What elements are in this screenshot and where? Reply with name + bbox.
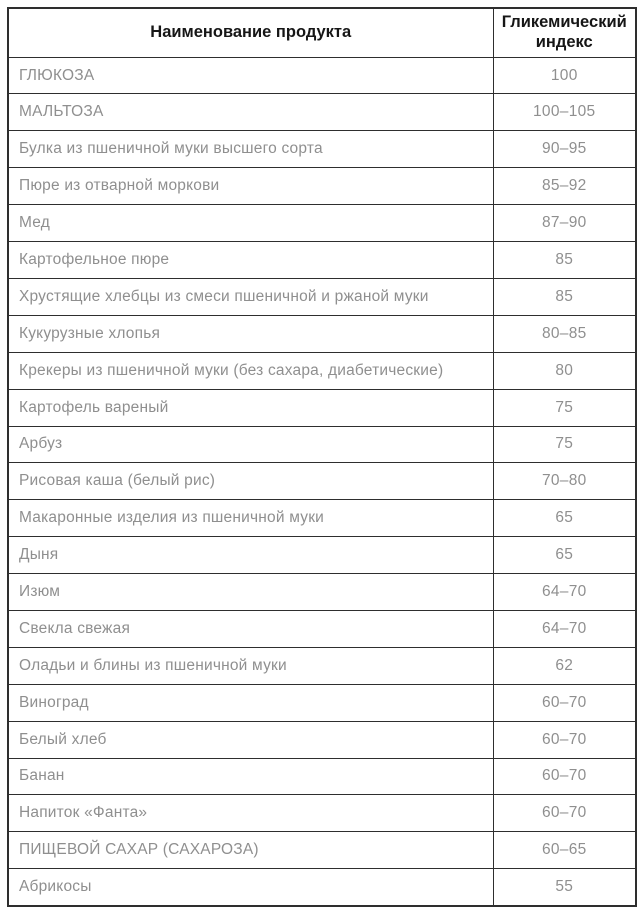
table-row: Пюре из отварной моркови 85–92	[7, 167, 637, 206]
product-name-cell: Свекла свежая	[7, 609, 494, 648]
product-name-cell: Абрикосы	[7, 868, 494, 907]
glycemic-index-cell: 80	[492, 351, 637, 390]
product-name-cell: Виноград	[7, 683, 494, 722]
glycemic-index-cell: 55	[492, 868, 637, 907]
table-row: Банан 60–70	[7, 757, 637, 796]
glycemic-index-cell: 65	[492, 536, 637, 575]
glycemic-index-cell: 60–65	[492, 831, 637, 870]
product-name-cell: Мед	[7, 204, 494, 243]
product-name-cell: Рисовая каша (белый рис)	[7, 462, 494, 501]
table-row: Изюм 64–70	[7, 573, 637, 611]
glycemic-index-cell: 62	[492, 646, 637, 685]
table-row: ГЛЮКОЗА 100	[7, 56, 637, 95]
product-name-cell: Картофель вареный	[7, 388, 494, 427]
product-name-cell: Арбуз	[7, 425, 494, 464]
product-name-cell: Оладьи и блины из пшеничной муки	[7, 646, 494, 685]
glycemic-index-cell: 60–70	[492, 794, 637, 833]
table-row: ПИЩЕВОЙ САХАР (САХАРОЗА) 60–65	[7, 831, 637, 870]
glycemic-index-cell: 87–90	[492, 204, 637, 243]
product-name-cell: Булка из пшеничной муки высшего сорта	[7, 130, 494, 169]
table-row: Арбуз 75	[7, 425, 637, 464]
glycemic-index-cell: 60–70	[492, 683, 637, 722]
glycemic-index-cell: 100	[492, 56, 637, 95]
glycemic-index-cell: 80–85	[492, 314, 637, 353]
table-row: Хрустящие хлебцы из смеси пшеничной и рж…	[7, 277, 637, 316]
glycemic-index-cell: 85	[492, 241, 637, 279]
product-name-cell: Хрустящие хлебцы из смеси пшеничной и рж…	[7, 277, 494, 316]
product-name-cell: Изюм	[7, 573, 494, 611]
glycemic-index-cell: 64–70	[492, 573, 637, 611]
table-row: Виноград 60–70	[7, 683, 637, 722]
product-name-cell: Напиток «Фанта»	[7, 794, 494, 833]
table-row: Кукурузные хлопья 80–85	[7, 314, 637, 353]
table-row: Картофельное пюре 85	[7, 241, 637, 279]
table-header: Наименование продукта Гликемический инде…	[7, 7, 637, 58]
glycemic-index-cell: 60–70	[492, 720, 637, 759]
column-header-product: Наименование продукта	[7, 7, 494, 58]
glycemic-index-cell: 75	[492, 388, 637, 427]
table-row: Макаронные изделия из пшеничной муки 65	[7, 499, 637, 538]
table-row: Дыня 65	[7, 536, 637, 575]
glycemic-index-table: Наименование продукта Гликемический инде…	[7, 7, 637, 907]
glycemic-index-cell: 100–105	[492, 93, 637, 132]
glycemic-index-cell: 90–95	[492, 130, 637, 169]
table-body: ГЛЮКОЗА 100 МАЛЬТОЗА 100–105 Булка из пшенич…	[7, 56, 637, 907]
glycemic-index-cell: 75	[492, 425, 637, 464]
table-row: Булка из пшеничной муки высшего сорта 90–…	[7, 130, 637, 169]
table-row: Оладьи и блины из пшеничной муки 62	[7, 646, 637, 685]
header-row: Наименование продукта Гликемический инде…	[7, 7, 637, 58]
glycemic-index-cell: 70–80	[492, 462, 637, 501]
product-name-cell: ГЛЮКОЗА	[7, 56, 494, 95]
table-row: Рисовая каша (белый рис) 70–80	[7, 462, 637, 501]
product-name-cell: Белый хлеб	[7, 720, 494, 759]
table-row: Мед 87–90	[7, 204, 637, 243]
glycemic-index-cell: 60–70	[492, 757, 637, 796]
table-row: Крекеры из пшеничной муки (без сахара, д…	[7, 351, 637, 390]
table-row: Картофель вареный 75	[7, 388, 637, 427]
product-name-cell: Картофельное пюре	[7, 241, 494, 279]
product-name-cell: Кукурузные хлопья	[7, 314, 494, 353]
product-name-cell: Крекеры из пшеничной муки (без сахара, д…	[7, 351, 494, 390]
column-header-glycemic-index: Гликемический индекс	[492, 7, 637, 58]
table-row: МАЛЬТОЗА 100–105	[7, 93, 637, 132]
glycemic-index-cell: 85–92	[492, 167, 637, 206]
product-name-cell: Дыня	[7, 536, 494, 575]
product-name-cell: МАЛЬТОЗА	[7, 93, 494, 132]
glycemic-index-cell: 65	[492, 499, 637, 538]
glycemic-index-cell: 64–70	[492, 609, 637, 648]
product-name-cell: Макаронные изделия из пшеничной муки	[7, 499, 494, 538]
glycemic-index-cell: 85	[492, 277, 637, 316]
product-name-cell: ПИЩЕВОЙ САХАР (САХАРОЗА)	[7, 831, 494, 870]
table-row: Свекла свежая 64–70	[7, 609, 637, 648]
product-name-cell: Банан	[7, 757, 494, 796]
table-row: Напиток «Фанта» 60–70	[7, 794, 637, 833]
product-name-cell: Пюре из отварной моркови	[7, 167, 494, 206]
table-row: Белый хлеб 60–70	[7, 720, 637, 759]
table-row: Абрикосы 55	[7, 868, 637, 907]
